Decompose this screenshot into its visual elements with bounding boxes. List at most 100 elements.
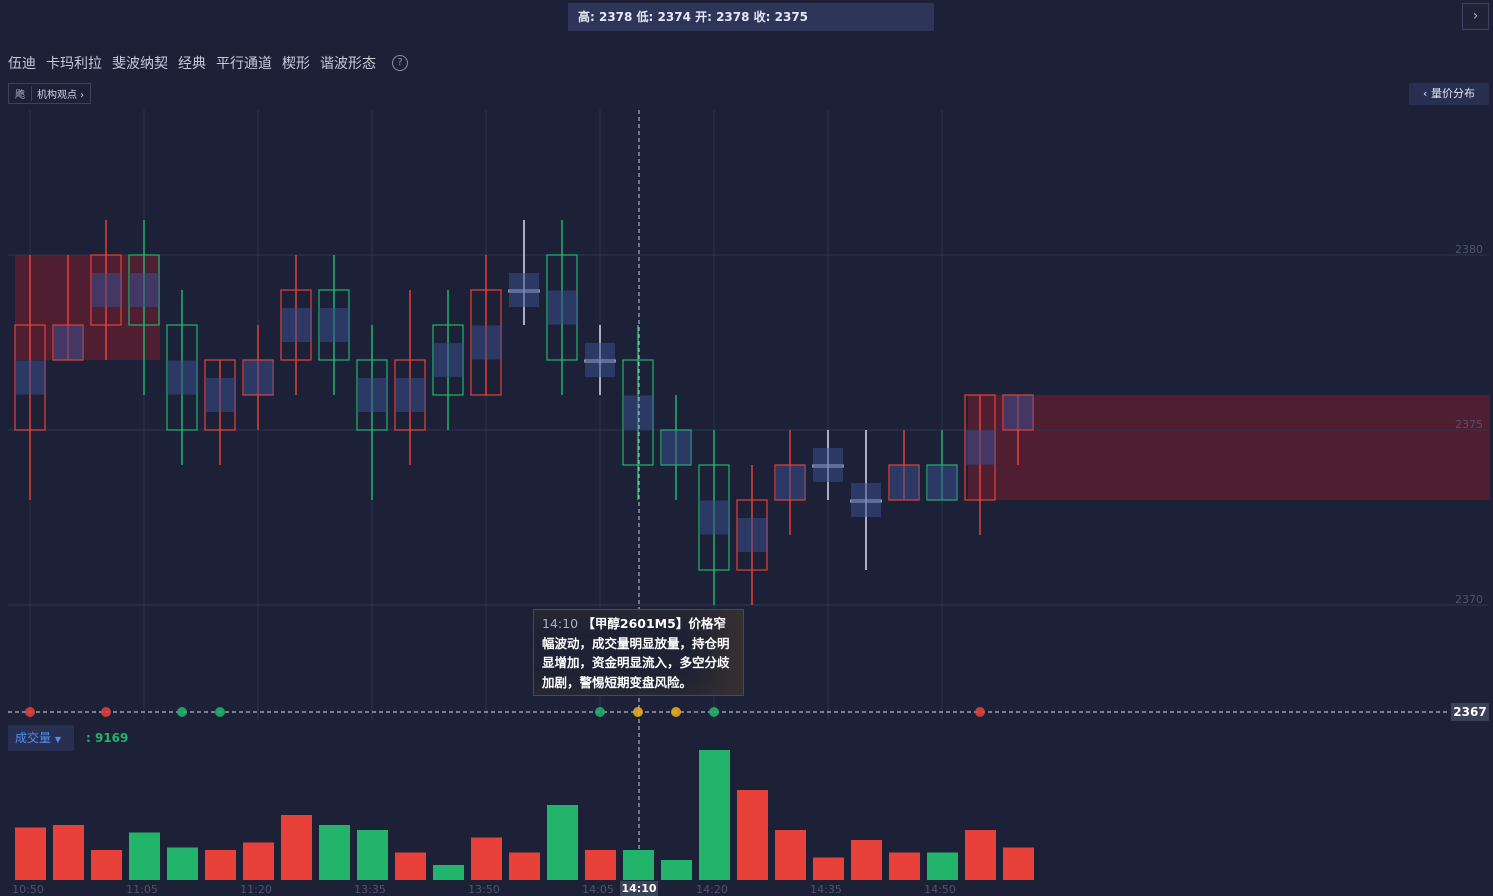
time-tick-label: 14:50 [924, 883, 956, 894]
time-tick-label: 14:05 [582, 883, 614, 894]
event-marker [633, 707, 643, 717]
price-tick-label: 2375 [1455, 418, 1483, 431]
volume-bar [851, 840, 882, 880]
collapse-panel-button[interactable]: › [1462, 3, 1489, 30]
footprint-cell-highlight [319, 308, 349, 342]
volume-bar [91, 850, 122, 880]
volume-bar [395, 852, 426, 880]
price-zone-right [968, 395, 1490, 500]
footprint-cell-highlight [395, 378, 425, 412]
tool-woody[interactable]: 伍迪 [8, 56, 36, 72]
tool-parallel-channel[interactable]: 平行通道 [216, 56, 272, 72]
time-tick-label: 14:35 [810, 883, 842, 894]
current-price-tag: 2367 [1451, 703, 1489, 721]
footprint-cell-highlight [509, 273, 539, 307]
time-tick-label: 10:50 [12, 883, 44, 894]
footprint-cell-highlight [357, 378, 387, 412]
volume-bar [889, 852, 920, 880]
volume-bar [167, 847, 198, 880]
event-marker [177, 707, 187, 717]
event-marker [101, 707, 111, 717]
volume-bar [129, 832, 160, 880]
footprint-cell-highlight [129, 273, 159, 307]
chevron-right-icon: › [1472, 8, 1479, 24]
volume-bar [775, 830, 806, 880]
volume-bar [471, 837, 502, 880]
time-tick-label: 13:50 [468, 883, 500, 894]
footprint-cell-highlight [775, 465, 805, 500]
volume-bar [699, 750, 730, 880]
volume-bar [53, 825, 84, 880]
volume-bar [509, 852, 540, 880]
volume-bar [623, 850, 654, 880]
footprint-cell-highlight [91, 273, 121, 307]
tool-classic[interactable]: 经典 [178, 56, 206, 72]
volume-bar [433, 865, 464, 880]
footprint-cell-highlight [471, 325, 501, 360]
volume-bar [927, 852, 958, 880]
footprint-cell-highlight [205, 378, 235, 412]
event-marker [595, 707, 605, 717]
footprint-cell-highlight [585, 343, 615, 377]
volume-bar [319, 825, 350, 880]
volume-bar [737, 790, 768, 880]
price-zone-left [15, 255, 160, 360]
footprint-cell-highlight [737, 518, 767, 552]
time-tick-label: 13:35 [354, 883, 386, 894]
footprint-cell-highlight [851, 483, 881, 517]
footprint-cell-highlight [813, 448, 843, 482]
footprint-cell-highlight [965, 430, 995, 465]
time-tick-label: 11:20 [240, 883, 272, 894]
footprint-cell-highlight [15, 360, 45, 395]
crosshair-time-tag: 14:10 [620, 881, 658, 896]
event-marker [975, 707, 985, 717]
institution-view-button[interactable]: 飑 机构观点 › [8, 83, 92, 104]
tooltip-text: 【甲醇2601M5】价格窄幅波动，成交量明显放量，持仓明显增加，资金明显流入，多… [542, 616, 730, 690]
tool-wedge[interactable]: 楔形 [282, 56, 310, 72]
volume-indicator-select[interactable]: 成交量 ▼ [8, 725, 74, 751]
tooltip-time: 14:10 [542, 616, 579, 631]
help-icon[interactable]: ? [392, 55, 408, 71]
volume-bar [585, 850, 616, 880]
footprint-cell-highlight [623, 395, 653, 430]
institution-logo-icon: 飑 [15, 90, 25, 101]
volume-bar [661, 860, 692, 880]
footprint-cell-highlight [243, 360, 273, 395]
volume-price-distribution-button[interactable]: ‹ 量价分布 [1409, 83, 1489, 105]
drawing-tools-bar: 伍迪 卡玛利拉 斐波纳契 经典 平行通道 楔形 谐波形态 ? [8, 52, 408, 74]
institution-view-label: 机构观点 › [31, 86, 90, 101]
event-marker [215, 707, 225, 717]
volume-bar [281, 815, 312, 880]
tool-harmonic-pattern[interactable]: 谐波形态 [320, 56, 376, 72]
volume-bar [357, 830, 388, 880]
time-tick-label: 11:05 [126, 883, 158, 894]
footprint-cell-highlight [1003, 395, 1033, 430]
footprint-cell-highlight [661, 430, 691, 465]
volume-bar [813, 857, 844, 880]
footprint-cell-highlight [281, 308, 311, 342]
footprint-cell-highlight [547, 290, 577, 325]
footprint-cell-highlight [699, 500, 729, 535]
ohlc-info-bar: 高: 2378 低: 2374 开: 2378 收: 2375 [568, 3, 934, 31]
footprint-cell-highlight [433, 343, 463, 377]
event-marker [709, 707, 719, 717]
event-marker [25, 707, 35, 717]
footprint-cell-highlight [889, 465, 919, 500]
footprint-cell-highlight [167, 360, 197, 395]
volume-bar [965, 830, 996, 880]
volume-bar [15, 827, 46, 880]
volume-value: : 9169 [86, 731, 129, 745]
chevron-down-icon: ▼ [54, 735, 61, 744]
time-tick-label: 14:20 [696, 883, 728, 894]
footprint-cell-highlight [53, 325, 83, 360]
event-marker [671, 707, 681, 717]
event-tooltip: 14:10 【甲醇2601M5】价格窄幅波动，成交量明显放量，持仓明显增加，资金… [533, 609, 744, 696]
tool-camarilla[interactable]: 卡玛利拉 [46, 56, 102, 72]
tool-fibonacci[interactable]: 斐波纳契 [112, 56, 168, 72]
volume-tab-label: 成交量 [15, 731, 52, 745]
footprint-cell-highlight [927, 465, 957, 500]
volume-bar [1003, 847, 1034, 880]
volume-bar [205, 850, 236, 880]
price-tick-label: 2370 [1455, 593, 1483, 606]
